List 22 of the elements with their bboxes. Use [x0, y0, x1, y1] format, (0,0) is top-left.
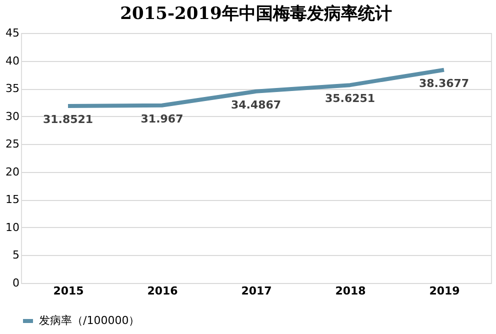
data-label: 34.4867 — [230, 98, 282, 112]
y-tick-label: 40 — [6, 54, 20, 68]
y-tick-label: 10 — [6, 220, 20, 234]
y-tick-label: 5 — [12, 248, 20, 262]
y-tick-label: 20 — [6, 165, 20, 178]
y-tick-label: 15 — [6, 193, 20, 206]
chart-title: 2015-2019年中国梅毒发病率统计 — [120, 4, 392, 24]
y-tick-label: 35 — [6, 82, 20, 96]
x-tick-label: 2016 — [147, 284, 178, 298]
data-label: 35.6251 — [324, 92, 376, 106]
y-tick-label: 25 — [6, 138, 20, 151]
data-label: 31.967 — [140, 112, 184, 126]
data-label: 38.3677 — [418, 76, 470, 90]
x-tick-label: 2017 — [241, 284, 272, 298]
legend-label: 发病率（/100000） — [39, 314, 140, 327]
x-tick-label: 2019 — [429, 284, 460, 298]
y-tick-label: 30 — [6, 110, 20, 123]
y-tick-label: 45 — [6, 26, 20, 40]
y-tick-label: 0 — [12, 276, 20, 290]
x-tick-label: 2015 — [53, 284, 84, 298]
x-tick-label: 2018 — [335, 284, 366, 298]
data-label: 31.8521 — [42, 113, 94, 126]
